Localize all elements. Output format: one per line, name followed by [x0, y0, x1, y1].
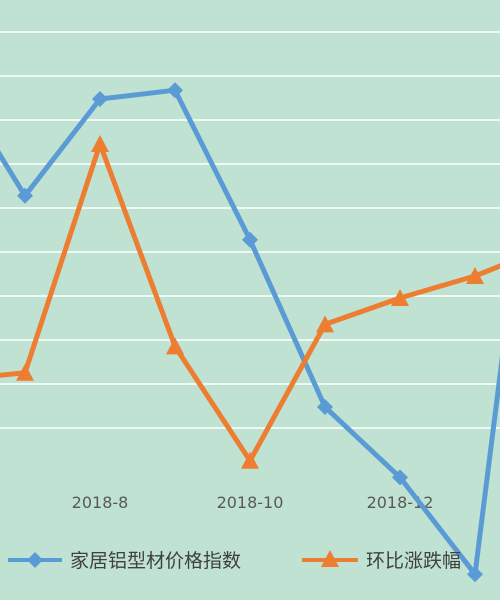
data-point-price-index	[317, 399, 333, 415]
data-point-price-index	[242, 231, 258, 248]
legend-item-series-1: 家居铝型材价格指数	[8, 550, 241, 572]
data-point-price-index	[167, 82, 183, 99]
x-tick-label: 2018-8	[72, 493, 129, 512]
data-point-mom-change	[166, 337, 184, 355]
triangle-marker-icon	[321, 550, 339, 567]
legend-label-series-1: 家居铝型材价格指数	[70, 550, 241, 572]
gridlines	[0, 31, 500, 429]
x-tick-label: 2018-10	[217, 493, 284, 512]
series-line-mom-change	[0, 141, 500, 464]
data-point-mom-change	[241, 451, 259, 469]
legend-label-series-2: 环比涨跌幅	[366, 550, 461, 572]
data-point-price-index	[92, 91, 108, 107]
data-point-mom-change	[91, 135, 109, 152]
data-point-mom-change	[466, 267, 484, 284]
legend: 家居铝型材价格指数 环比涨跌幅	[8, 550, 461, 572]
data-point-price-index	[17, 187, 33, 204]
series-markers	[16, 82, 484, 583]
diamond-marker-icon	[27, 552, 43, 568]
data-point-mom-change	[16, 363, 34, 381]
data-point-price-index	[392, 469, 408, 486]
x-axis-ticks: 2018-8 2018-10 2018-12	[72, 493, 434, 512]
data-point-price-index	[467, 566, 483, 583]
data-point-mom-change	[316, 315, 334, 333]
data-point-mom-change	[391, 289, 409, 306]
legend-item-series-2: 环比涨跌幅	[302, 550, 461, 572]
